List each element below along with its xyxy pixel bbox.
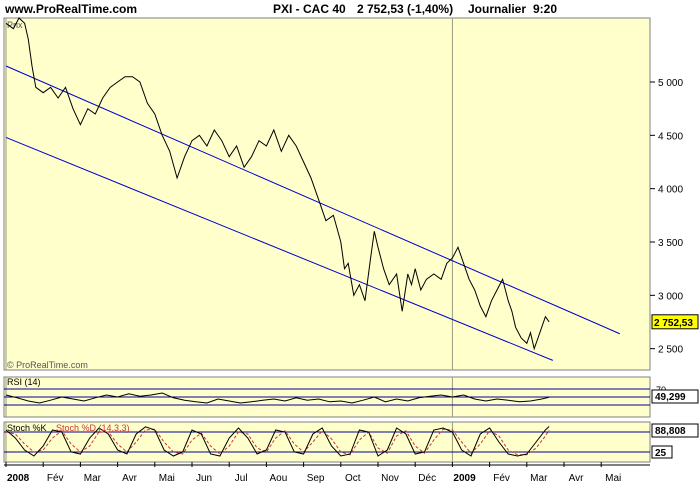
x-tick-label: Aou: [270, 473, 288, 484]
x-tick-label: Mai: [605, 473, 621, 484]
current-value-box: [651, 314, 699, 330]
rsi-value-box: [651, 389, 699, 404]
stoch-k-label: Stoch %K: [7, 423, 47, 433]
x-tick-label: Déc: [418, 473, 436, 484]
y-tick-label: 4 000: [658, 185, 683, 196]
chart-header: www.ProRealTime.com PXI - CAC 40 2 752,5…: [0, 0, 700, 18]
x-tick-label: Avr: [569, 473, 584, 484]
current-value-label: 2 752,53: [654, 318, 693, 329]
x-tick-label: Avr: [122, 473, 137, 484]
stoch-low-box: [651, 445, 673, 459]
instrument-title: PXI - CAC 40: [273, 2, 346, 16]
x-tick-label: Fév: [493, 473, 510, 484]
rsi-label: RSI (14): [7, 377, 41, 387]
rsi-series-line: [5, 392, 550, 404]
y-tick-label: 4 500: [658, 131, 683, 142]
period-label: Journalier: [468, 2, 527, 16]
time-label: 9:20: [533, 2, 558, 16]
y-tick-label: 3 500: [658, 238, 683, 249]
x-tick-label: Mar: [84, 473, 102, 484]
channel-line: [5, 65, 620, 335]
panel-price: [3, 17, 651, 371]
watermark: © ProRealTime.com: [7, 360, 88, 370]
stoch-d-series-line: [5, 428, 550, 456]
stoch-value-label: 88,808: [655, 426, 686, 437]
stoch-k-series-line: [5, 426, 550, 457]
instrument-value: 2 752,53 (-1,40%): [357, 2, 454, 16]
x-tick-label: Jun: [196, 473, 212, 484]
site-name[interactable]: www.ProRealTime.com: [5, 2, 138, 16]
x-tick-label: 2008: [7, 473, 30, 484]
x-tick-label: Sep: [307, 473, 325, 484]
y-tick-label: 2 500: [658, 345, 683, 356]
x-tick-label: Mar: [530, 473, 548, 484]
x-tick-label: Mai: [159, 473, 175, 484]
x-tick-label: 2009: [453, 473, 476, 484]
price-series-line: [5, 17, 550, 351]
y-tick-label: 3 000: [658, 291, 683, 302]
panel-stoch: [3, 421, 651, 463]
channel-line: [5, 137, 554, 361]
stoch-d-label: Stoch %D (14,3,3): [56, 423, 130, 433]
stoch-low-label: 25: [655, 448, 667, 459]
x-tick-label: Nov: [381, 473, 399, 484]
stoch-value-box: [651, 423, 699, 438]
rsi-value-label: 49,299: [655, 392, 686, 403]
y-tick-label: 5 000: [658, 78, 683, 89]
x-tick-label: Oct: [345, 473, 361, 484]
x-tick-label: Jul: [235, 473, 248, 484]
x-tick-label: Fév: [47, 473, 64, 484]
